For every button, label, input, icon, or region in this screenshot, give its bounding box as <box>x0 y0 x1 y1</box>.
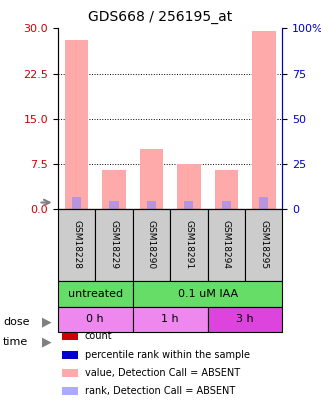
Bar <box>259 197 268 209</box>
Bar <box>62 351 78 358</box>
Text: dose: dose <box>3 317 30 327</box>
FancyBboxPatch shape <box>208 209 245 281</box>
FancyBboxPatch shape <box>133 209 170 281</box>
Bar <box>140 149 163 209</box>
FancyBboxPatch shape <box>133 307 208 332</box>
Text: rank, Detection Call = ABSENT: rank, Detection Call = ABSENT <box>85 386 235 396</box>
Bar <box>214 170 238 209</box>
FancyBboxPatch shape <box>133 281 282 307</box>
Bar <box>72 197 81 209</box>
Text: ▶: ▶ <box>42 315 51 328</box>
Text: ▶: ▶ <box>42 336 51 349</box>
Text: percentile rank within the sample: percentile rank within the sample <box>85 350 250 360</box>
Bar <box>147 201 156 209</box>
FancyBboxPatch shape <box>58 307 133 332</box>
FancyBboxPatch shape <box>208 307 282 332</box>
Text: 1 h: 1 h <box>161 314 179 324</box>
Text: count: count <box>85 331 112 341</box>
Text: GDS668 / 256195_at: GDS668 / 256195_at <box>88 10 233 24</box>
Text: GSM18290: GSM18290 <box>147 220 156 269</box>
Text: value, Detection Call = ABSENT: value, Detection Call = ABSENT <box>85 368 240 378</box>
Bar <box>62 369 78 377</box>
FancyBboxPatch shape <box>95 209 133 281</box>
FancyBboxPatch shape <box>58 281 133 307</box>
Text: GSM18228: GSM18228 <box>72 220 81 269</box>
Text: GSM18295: GSM18295 <box>259 220 268 269</box>
FancyBboxPatch shape <box>58 209 95 281</box>
Bar <box>109 201 118 209</box>
Text: GSM18229: GSM18229 <box>109 220 118 269</box>
Bar <box>177 164 201 209</box>
Bar <box>102 170 126 209</box>
Bar <box>62 333 78 340</box>
Text: time: time <box>3 337 29 347</box>
Text: 3 h: 3 h <box>236 314 254 324</box>
Bar <box>62 387 78 395</box>
Bar <box>222 201 231 209</box>
Text: untreated: untreated <box>68 289 123 299</box>
Text: 0 h: 0 h <box>86 314 104 324</box>
Text: GSM18291: GSM18291 <box>184 220 193 269</box>
Bar <box>184 201 194 209</box>
Text: 0.1 uM IAA: 0.1 uM IAA <box>178 289 238 299</box>
FancyBboxPatch shape <box>170 209 208 281</box>
Text: GSM18294: GSM18294 <box>222 220 231 269</box>
Bar <box>65 40 88 209</box>
FancyBboxPatch shape <box>245 209 282 281</box>
Bar <box>252 31 275 209</box>
